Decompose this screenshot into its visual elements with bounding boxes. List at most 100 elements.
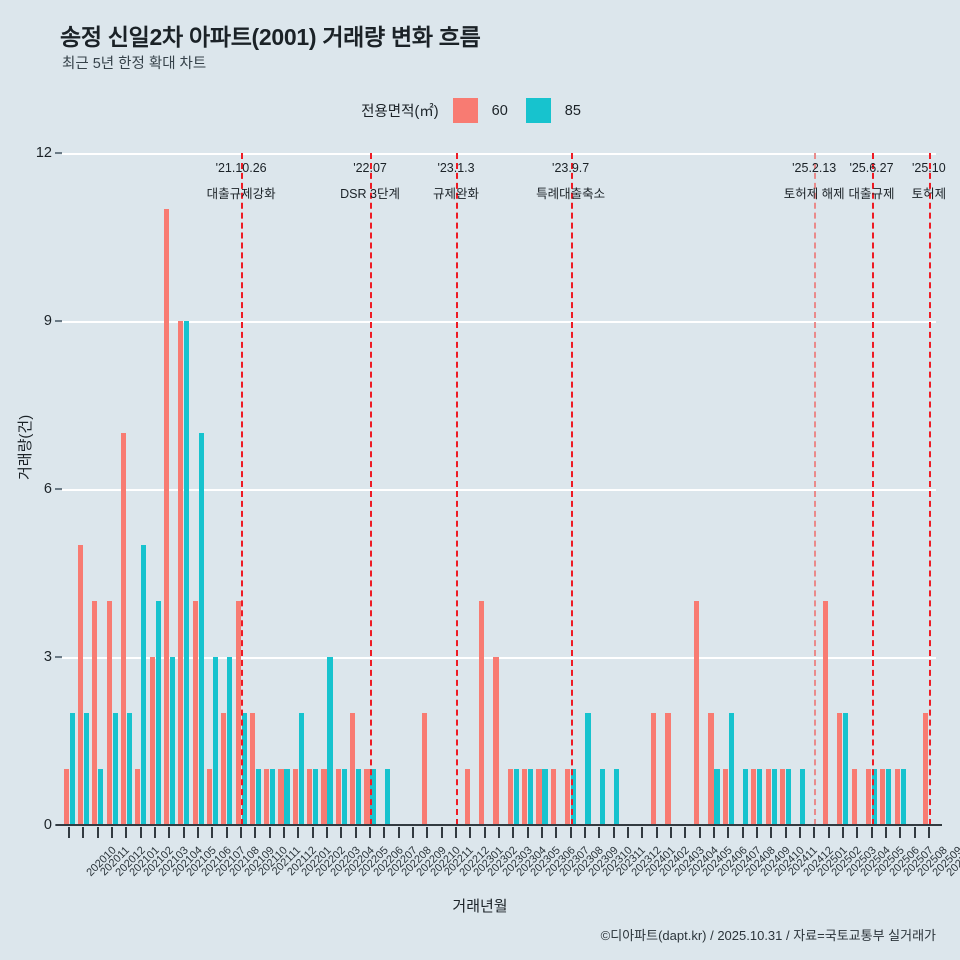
event-marker-line [928,153,931,825]
credit-text: ©디아파트(dapt.kr) / 2025.10.31 / 자료=국토교통부 실… [600,928,936,943]
bar [542,769,548,825]
bar [599,769,605,825]
gridline [62,489,936,491]
x-tick-mark [641,827,644,838]
x-tick-mark [712,827,715,838]
x-tick-mark [469,827,472,838]
x-tick-mark [540,827,543,838]
bar [77,545,84,825]
bar [350,713,356,825]
x-tick-mark [125,827,128,838]
bar [356,769,362,825]
x-tick-mark [455,827,458,838]
bar [843,713,849,825]
bar [120,433,127,825]
bar [800,769,806,825]
bar [722,769,728,825]
bar [894,769,900,825]
bar [212,657,219,825]
x-tick-mark [526,827,529,838]
x-tick-mark [913,827,916,838]
x-axis-title: 거래년월 [452,898,508,915]
x-tick-mark [440,827,443,838]
x-tick-mark [397,827,400,838]
bar-series-layer [62,153,936,825]
x-tick-mark [698,827,701,838]
y-axis-title: 거래량(건) [17,414,34,480]
bar [106,601,112,825]
bar [900,769,906,825]
bar [370,769,376,825]
x-tick-mark [626,827,629,838]
bar [184,321,190,825]
x-tick-mark [283,827,286,838]
bar [708,713,714,825]
bar [149,657,155,825]
bar [765,769,771,825]
gridline [62,657,936,659]
y-tick-label: 3 [43,649,52,665]
x-tick-mark [154,827,157,838]
y-tick-label: 12 [35,145,52,161]
event-text-label: 토허제 해제 [783,187,845,201]
bar [693,601,700,825]
bar [270,769,276,825]
x-tick-mark [813,827,816,838]
x-tick-mark [870,827,873,838]
bar [550,769,556,825]
bar [384,769,390,825]
bar [665,713,671,825]
bar [178,321,184,825]
x-tick-mark [827,827,830,838]
legend-title: 전용면적(㎡) [361,104,439,120]
x-tick-mark [197,827,200,838]
x-tick-mark [583,827,586,838]
event-text-label: 토허제 [911,187,947,201]
x-axis-ticks [62,827,936,841]
bar [865,769,872,825]
bar [880,769,886,825]
bar [278,769,284,825]
event-marker-line [456,153,459,825]
x-tick-mark [225,827,228,838]
x-tick-mark [755,827,758,838]
bar [714,769,720,825]
legend-label-85: 85 [564,102,581,119]
y-tick-label: 0 [43,817,52,833]
event-text-label: 대출규제강화 [206,187,276,201]
x-tick-mark [412,827,415,838]
event-marker-line [570,153,573,825]
event-date-label: '25.6.27 [849,161,894,175]
bar [522,769,528,825]
x-tick-mark [268,827,271,838]
bar [198,433,204,825]
bar [757,769,763,825]
x-tick-mark [899,827,902,838]
bar [155,601,161,825]
event-marker-line [370,153,373,825]
x-tick-mark [139,827,142,838]
x-tick-mark [727,827,730,838]
bar [513,769,519,825]
bar [871,769,878,825]
bar [493,657,499,825]
x-tick-mark [211,827,214,838]
bar [141,545,147,825]
x-tick-mark [598,827,601,838]
bar [227,657,233,825]
x-tick-mark [182,827,185,838]
bar [364,769,370,825]
bar [585,713,591,825]
x-tick-mark [111,827,114,838]
bar [528,769,534,825]
bar [464,769,470,825]
bar [235,601,241,825]
bar [169,657,176,825]
legend-swatch-60 [452,98,478,123]
bar [571,769,577,825]
x-tick-mark [311,827,314,838]
event-date-label: '25.2.13 [792,161,837,175]
bar [192,601,198,825]
bar [822,601,829,825]
